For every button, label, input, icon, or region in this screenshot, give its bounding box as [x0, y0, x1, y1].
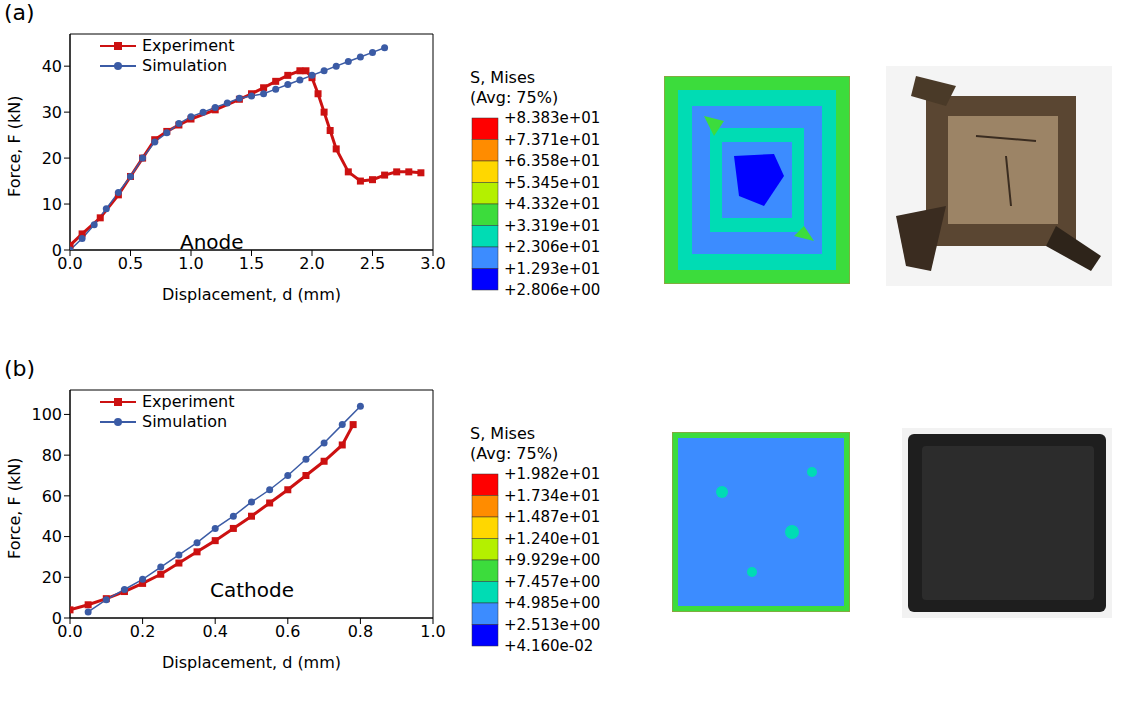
svg-text:100: 100: [31, 405, 62, 424]
svg-text:+1.734e+01: +1.734e+01: [504, 487, 600, 505]
svg-text:40: 40: [42, 527, 62, 546]
svg-text:0.5: 0.5: [118, 254, 143, 273]
svg-text:1.0: 1.0: [420, 622, 445, 641]
svg-text:Force, F (kN): Force, F (kN): [5, 458, 24, 559]
svg-text:80: 80: [42, 446, 62, 465]
svg-text:+7.457e+00: +7.457e+00: [504, 573, 600, 591]
svg-text:3.0: 3.0: [420, 254, 445, 273]
svg-text:+4.332e+01: +4.332e+01: [504, 195, 600, 213]
svg-text:0.0: 0.0: [57, 622, 83, 642]
html-text:(a): (a): [4, 0, 35, 25]
svg-text:+7.371e+01: +7.371e+01: [504, 131, 600, 149]
svg-text:+2.513e+00: +2.513e+00: [504, 616, 600, 634]
svg-text:+5.345e+01: +5.345e+01: [504, 174, 600, 192]
svg-text:0.2: 0.2: [130, 622, 155, 641]
svg-text:0: 0: [52, 241, 62, 260]
svg-text:+1.487e+01: +1.487e+01: [504, 508, 600, 526]
svg-text:20: 20: [42, 149, 62, 168]
svg-text:+6.358e+01: +6.358e+01: [504, 152, 600, 170]
html-text:Anode: Anode: [180, 230, 244, 254]
svg-text:+4.985e+00: +4.985e+00: [504, 594, 600, 612]
svg-text:0.0: 0.0: [57, 254, 83, 274]
svg-text:Force, F (kN): Force, F (kN): [5, 96, 24, 197]
svg-text:1.5: 1.5: [239, 254, 264, 273]
html-text:S, Mises: S, Mises: [470, 424, 536, 443]
html-text:(Avg: 75%): (Avg: 75%): [470, 88, 559, 107]
svg-text:+2.306e+01: +2.306e+01: [504, 238, 600, 256]
html-text:Simulation: Simulation: [142, 412, 228, 431]
svg-text:+1.982e+01: +1.982e+01: [504, 466, 600, 483]
svg-text:0.8: 0.8: [348, 622, 373, 641]
html-text:Cathode: Cathode: [210, 578, 294, 602]
html-text:Experiment: Experiment: [142, 36, 235, 55]
svg-text:1.0: 1.0: [178, 254, 203, 273]
svg-text:+8.383e+01: +8.383e+01: [504, 110, 600, 127]
html-text:(Avg: 75%): (Avg: 75%): [470, 444, 559, 463]
html-text:(b): (b): [4, 356, 36, 381]
svg-text:2.5: 2.5: [360, 254, 385, 273]
html-text:Simulation: Simulation: [142, 56, 228, 75]
svg-text:60: 60: [42, 487, 62, 506]
svg-text:Displacement, d (mm): Displacement, d (mm): [162, 285, 341, 304]
svg-text:30: 30: [42, 103, 62, 122]
html-text:S, Mises: S, Mises: [470, 68, 536, 87]
svg-text:10: 10: [42, 195, 62, 214]
svg-text:+1.240e+01: +1.240e+01: [504, 530, 600, 548]
svg-text:+4.160e-02: +4.160e-02: [504, 637, 593, 654]
svg-text:0.6: 0.6: [275, 622, 300, 641]
svg-text:Displacement, d (mm): Displacement, d (mm): [162, 653, 341, 672]
svg-text:0.4: 0.4: [202, 622, 227, 641]
html-text:Experiment: Experiment: [142, 392, 235, 411]
svg-text:+2.806e+00: +2.806e+00: [504, 281, 600, 298]
svg-text:2.0: 2.0: [299, 254, 324, 273]
svg-text:+3.319e+01: +3.319e+01: [504, 217, 600, 235]
svg-text:0: 0: [52, 609, 62, 628]
svg-text:+9.929e+00: +9.929e+00: [504, 551, 600, 569]
svg-text:20: 20: [42, 568, 62, 587]
svg-text:40: 40: [42, 57, 62, 76]
svg-text:+1.293e+01: +1.293e+01: [504, 260, 600, 278]
